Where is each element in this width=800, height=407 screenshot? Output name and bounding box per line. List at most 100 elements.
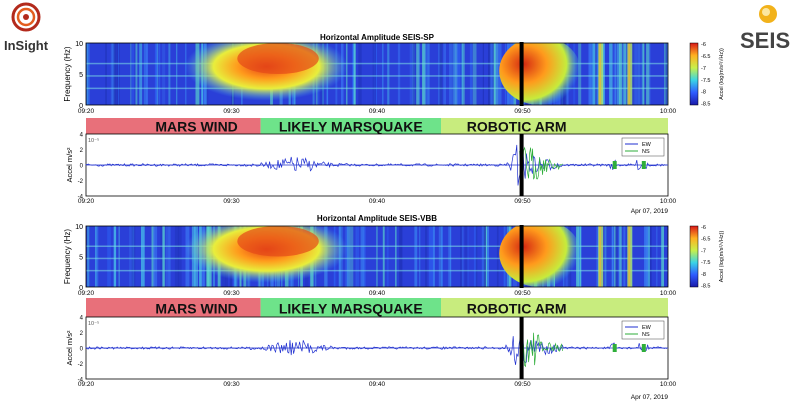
date-label: Apr 07, 2019 [631, 208, 669, 215]
spectrogram-noise-column [353, 43, 356, 105]
spectrogram-noise-column [355, 226, 357, 287]
spectrogram-noise-column [462, 43, 465, 105]
spectrogram-noise-column [375, 43, 377, 105]
spectrogram-noise-column [441, 226, 443, 287]
marsquake-energy-core [237, 226, 319, 257]
time-tick-label: 09:20 [78, 381, 95, 388]
spectrogram-resonance-line [86, 269, 668, 272]
seis-sp-panel: Horizontal Amplitude SEIS-SP 10 5 0 Frequenc… [63, 33, 725, 215]
spectrogram-burst-core [628, 226, 631, 287]
spectrogram-noise-column [382, 43, 384, 105]
trace-axis-label: Accel m/s² [65, 147, 74, 183]
spectrogram-noise-column [448, 226, 450, 287]
spectrogram-noise-column [449, 43, 453, 105]
time-tick-label: 09:20 [78, 198, 95, 205]
spectrogram-noise-column [493, 43, 496, 105]
spectrogram-noise-column [373, 43, 376, 105]
spectrogram-noise-column [632, 43, 635, 105]
spectrogram-noise-column [637, 43, 641, 105]
trace-ns-burst [641, 161, 646, 169]
spectrogram-noise-column [604, 226, 607, 287]
trace-tick-label: -2 [78, 179, 84, 185]
spectrogram-noise-column [139, 43, 143, 105]
band-robotic-arm-label: ROBOTIC ARM [467, 119, 567, 135]
spectrogram-noise-column [360, 226, 365, 287]
spectrogram-noise-column [113, 226, 117, 287]
spectrogram-noise-column [409, 43, 413, 105]
spectrogram-noise-column [162, 226, 165, 287]
colorbar-tick-label: -6 [701, 42, 706, 48]
spectrogram-noise-column [113, 43, 117, 105]
spectrogram-frame [85, 225, 669, 288]
spectrogram-noise-column [382, 226, 385, 287]
spectrogram-noise-column [633, 43, 638, 105]
spectrogram-noise-column [118, 43, 120, 105]
freq-tick-label: 0 [79, 103, 83, 110]
trace-axis-label: Accel m/s² [65, 330, 74, 366]
spectrogram-noise-column [496, 226, 499, 287]
spectrogram-noise-column [425, 226, 428, 287]
colorbar-tick-label: -6.5 [701, 237, 710, 243]
trace-event-marker [519, 317, 524, 379]
insight-logo: InSight [4, 2, 49, 53]
band-mars-wind-label: MARS WIND [155, 119, 237, 135]
spectrogram-burst-core [628, 43, 631, 105]
spectrogram-resonance-line [86, 257, 668, 260]
spectrogram-noise-column [399, 226, 403, 287]
time-tick-label: 09:30 [223, 290, 240, 297]
spectrogram-noise-column [489, 43, 493, 105]
spectrogram-noise-column [439, 43, 443, 105]
spectrogram-noise-column [644, 226, 649, 287]
colorbar-tick-label: -8 [701, 272, 706, 278]
spectrogram-title: Horizontal Amplitude SEIS-SP [320, 33, 435, 42]
spectrogram-noise-column [165, 226, 169, 287]
colorbar [689, 42, 699, 106]
spectrogram-noise-column [345, 226, 348, 287]
spectrogram-noise-column [460, 226, 463, 287]
trace-ew-series [85, 144, 667, 186]
band-likely-marsquake-label: LIKELY MARSQUAKE [279, 301, 423, 317]
band-likely-marsquake [260, 298, 442, 317]
spectrogram-noise-column [483, 226, 486, 287]
time-tick-label: 10:00 [660, 108, 677, 115]
spectrogram-noise-column [395, 226, 397, 287]
colorbar-tick-label: -6 [701, 225, 706, 231]
spectrogram-noise-column [346, 43, 348, 105]
spectrogram-noise-column [131, 43, 134, 105]
trace-ew-series [85, 330, 667, 365]
spectrogram-noise-column [614, 226, 617, 287]
spectrogram-noise-column [475, 226, 478, 287]
spectrogram-noise-column [455, 43, 458, 105]
colorbar-tick-label: -7.5 [701, 78, 710, 84]
spectrogram-noise-column [623, 226, 625, 287]
spectrogram-noise-column [648, 43, 651, 105]
spectrogram-noise-column [419, 226, 421, 287]
freq-axis-label: Frequency (Hz) [63, 46, 72, 101]
time-tick-label: 09:40 [369, 381, 386, 388]
spectrogram-noise-column [107, 226, 111, 287]
spectrogram-noise-column [358, 43, 362, 105]
spectrogram-noise-column [646, 43, 650, 105]
spectrogram-noise-column [494, 43, 498, 105]
trace-scale-note: 10⁻⁵ [88, 320, 99, 327]
spectrogram-noise-column [427, 43, 430, 105]
spectrogram-noise-column [168, 226, 171, 287]
time-tick-label: 09:30 [223, 108, 240, 115]
spectrogram-noise-column [130, 43, 132, 105]
time-tick-label: 09:40 [369, 108, 386, 115]
time-tick-label: 09:20 [78, 290, 95, 297]
spectrogram-noise-column [412, 43, 416, 105]
spectrogram-noise-column [185, 43, 187, 105]
spectrogram-noise-column [472, 43, 477, 105]
spectrogram-noise-column [661, 226, 664, 287]
spectrogram-noise-column [387, 43, 390, 105]
spectrogram-noise-column [156, 43, 159, 105]
spectrogram-content [86, 43, 668, 105]
legend-ew-label: EW [642, 325, 652, 331]
spectrogram-frame [85, 42, 669, 106]
spectrogram-noise-column [492, 43, 494, 105]
spectrogram-resonance-line [86, 75, 668, 77]
colorbar-label: Accel (log(m/s²/√Hz)) [718, 231, 725, 283]
spectrogram-noise-column [485, 226, 489, 287]
spectrogram-noise-column [132, 43, 134, 105]
